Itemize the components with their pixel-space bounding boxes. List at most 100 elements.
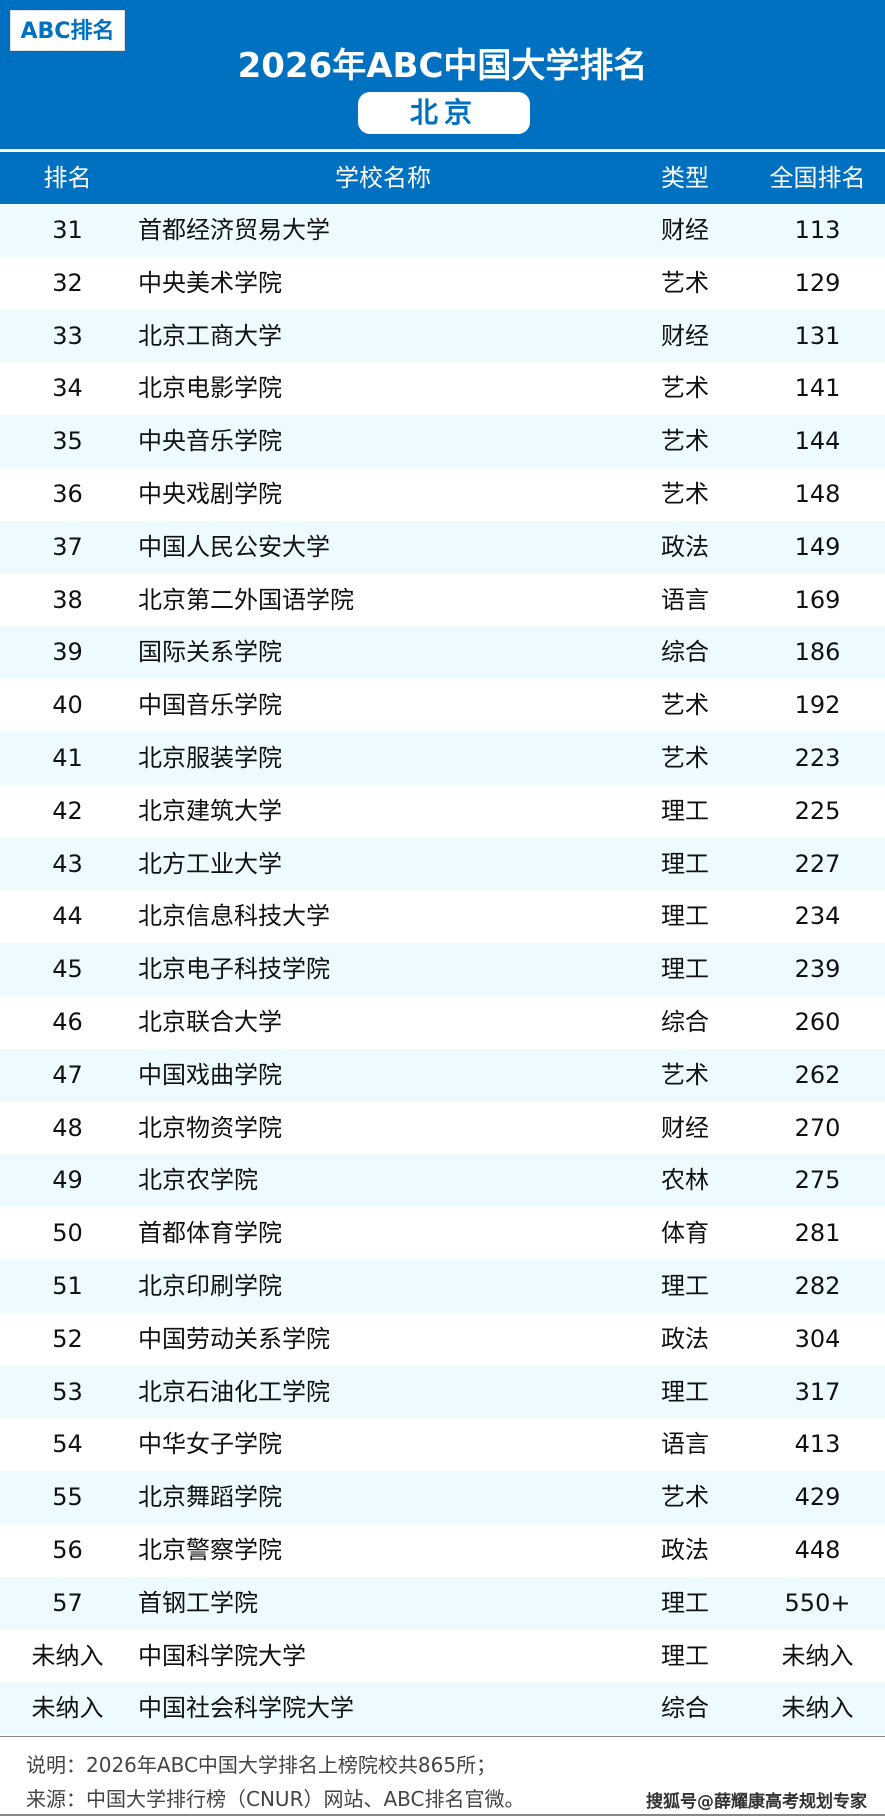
cell-rank: 39 [52, 638, 83, 667]
table-row: 47 中国戏曲学院 艺术 262 [0, 1048, 885, 1102]
col-school: 学校名称 [335, 164, 431, 192]
cell-national-rank: 148 [794, 479, 841, 508]
cell-rank: 57 [52, 1588, 83, 1617]
cell-school: 中国社会科学院大学 [138, 1694, 354, 1723]
cell-rank: 45 [52, 955, 83, 984]
cell-school: 北京联合大学 [138, 1007, 282, 1036]
cell-school: 中国音乐学院 [138, 691, 282, 720]
col-rank: 排名 [43, 164, 92, 192]
region-badge: 北京 [358, 92, 530, 134]
cell-type: 财经 [661, 321, 709, 350]
cell-national-rank: 260 [794, 1007, 841, 1036]
cell-rank: 35 [52, 427, 83, 456]
cell-national-rank: 550+ [784, 1588, 851, 1617]
cell-type: 艺术 [661, 1483, 709, 1512]
cell-type: 农林 [661, 1166, 709, 1195]
cell-school: 北京第二外国语学院 [138, 585, 354, 614]
cell-type: 体育 [661, 1219, 709, 1248]
cell-national-rank: 144 [794, 427, 841, 456]
cell-national-rank: 223 [794, 743, 841, 772]
cell-national-rank: 270 [794, 1113, 841, 1142]
cell-school: 中国科学院大学 [138, 1641, 306, 1670]
cell-rank: 33 [52, 321, 83, 350]
cell-school: 北京电影学院 [138, 374, 282, 403]
cell-type: 政法 [661, 1324, 709, 1353]
cell-school: 中央戏剧学院 [138, 479, 282, 508]
cell-national-rank: 239 [794, 955, 841, 984]
table-row: 46 北京联合大学 综合 260 [0, 996, 885, 1049]
cell-type: 艺术 [661, 479, 709, 508]
table-row: 38 北京第二外国语学院 语言 169 [0, 574, 885, 627]
table-row: 52 中国劳动关系学院 政法 304 [0, 1313, 885, 1366]
cell-type: 综合 [661, 1007, 709, 1036]
table-body: 31 首都经济贸易大学 财经 113 32 中央美术学院 艺术 129 33 北京工商大学 财经 13… [0, 204, 885, 1736]
cell-school: 中国人民公安大学 [138, 532, 330, 561]
table-row: 未纳入 中国科学院大学 理工 未纳入 [0, 1630, 885, 1683]
cell-rank: 55 [52, 1483, 83, 1512]
cell-type: 财经 [661, 1113, 709, 1142]
cell-national-rank: 317 [794, 1377, 841, 1406]
cell-national-rank: 192 [794, 691, 841, 720]
cell-type: 综合 [661, 1694, 709, 1723]
cell-school: 首钢工学院 [138, 1588, 258, 1617]
cell-type: 艺术 [661, 743, 709, 772]
cell-type: 理工 [661, 849, 709, 878]
cell-type: 政法 [661, 1535, 709, 1564]
cell-school: 北京服装学院 [138, 743, 282, 772]
cell-school: 北京舞蹈学院 [138, 1483, 282, 1512]
cell-national-rank: 129 [794, 268, 841, 297]
cell-national-rank: 186 [794, 638, 841, 667]
cell-national-rank: 281 [794, 1219, 841, 1248]
cell-rank: 44 [52, 902, 83, 931]
cell-school: 北京物资学院 [138, 1113, 282, 1142]
table-row: 42 北京建筑大学 理工 225 [0, 785, 885, 838]
cell-school: 中央音乐学院 [138, 427, 282, 456]
cell-type: 语言 [661, 585, 709, 614]
cell-school: 北方工业大学 [138, 849, 282, 878]
cell-school: 首都体育学院 [138, 1219, 282, 1248]
cell-type: 财经 [661, 216, 709, 244]
cell-national-rank: 未纳入 [781, 1641, 854, 1670]
cell-school: 北京电子科技学院 [138, 955, 330, 984]
cell-rank: 53 [52, 1377, 83, 1406]
cell-rank: 未纳入 [31, 1641, 104, 1670]
table-row: 33 北京工商大学 财经 131 [0, 309, 885, 363]
cell-rank: 40 [52, 691, 83, 720]
cell-rank: 32 [52, 268, 83, 297]
table-row: 31 首都经济贸易大学 财经 113 [0, 204, 885, 257]
cell-school: 中国劳动关系学院 [138, 1324, 330, 1353]
cell-rank: 34 [52, 374, 83, 403]
cell-rank: 54 [52, 1430, 83, 1459]
table-row: 43 北方工业大学 理工 227 [0, 837, 885, 891]
cell-rank: 50 [52, 1219, 83, 1248]
cell-national-rank: 262 [794, 1060, 841, 1089]
table-row: 49 北京农学院 农林 275 [0, 1154, 885, 1208]
cell-rank: 48 [52, 1113, 83, 1142]
cell-rank: 未纳入 [31, 1694, 104, 1723]
cell-type: 理工 [661, 1641, 709, 1670]
cell-rank: 41 [52, 743, 83, 772]
cell-type: 语言 [661, 1430, 709, 1459]
table-row: 39 国际关系学院 综合 186 [0, 626, 885, 680]
table-row: 54 中华女子学院 语言 413 [0, 1418, 885, 1471]
cell-national-rank: 227 [794, 849, 841, 878]
footer-source: 来源：中国大学排行榜（CNUR）网站、ABC排名官微。 [26, 1787, 525, 1811]
cell-rank: 42 [52, 796, 83, 825]
cell-type: 理工 [661, 796, 709, 825]
cell-school: 首都经济贸易大学 [138, 216, 330, 244]
table-row: 44 北京信息科技大学 理工 234 [0, 890, 885, 943]
cell-school: 北京石油化工学院 [138, 1377, 330, 1406]
cell-rank: 38 [52, 585, 83, 614]
table-row: 32 中央美术学院 艺术 129 [0, 257, 885, 310]
cell-type: 理工 [661, 955, 709, 984]
cell-rank: 52 [52, 1324, 83, 1353]
cell-type: 艺术 [661, 268, 709, 297]
table-row: 51 北京印刷学院 理工 282 [0, 1259, 885, 1313]
cell-rank: 46 [52, 1007, 83, 1036]
footer-note: 说明：2026年ABC中国大学排名上榜院校共865所； [26, 1753, 497, 1777]
table-row: 56 北京警察学院 政法 448 [0, 1524, 885, 1577]
cell-type: 综合 [661, 638, 709, 667]
cell-national-rank: 304 [794, 1324, 841, 1353]
cell-national-rank: 169 [794, 585, 841, 614]
cell-school: 北京警察学院 [138, 1535, 282, 1564]
